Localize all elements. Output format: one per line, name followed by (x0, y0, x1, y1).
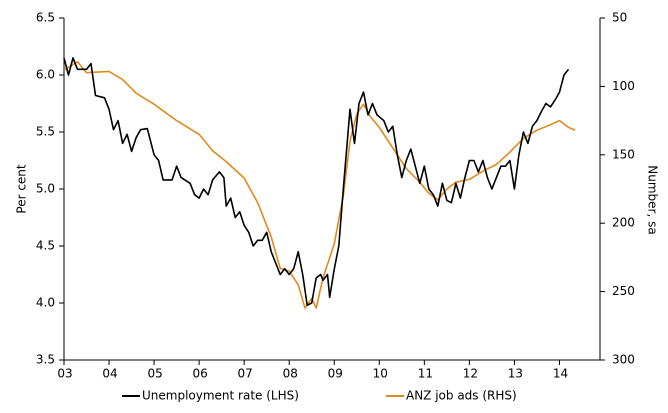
y-tick-label: 5.5 (36, 125, 55, 139)
x-tick-label: 06 (192, 367, 207, 381)
series-line (63, 57, 570, 307)
y-tick-label: 3.5 (36, 353, 55, 367)
y2-tick-label: 50 (612, 11, 627, 25)
legend-label: ANZ job ads (RHS) (406, 389, 517, 403)
x-tick-label: 11 (418, 367, 433, 381)
y-axis-label: Per cent (15, 164, 29, 214)
x-tick-label: 13 (508, 367, 523, 381)
x-tick-label: 03 (57, 367, 72, 381)
y-tick-label: 6.0 (36, 68, 55, 82)
y2-tick-label: 150 (612, 147, 635, 161)
x-tick-label: 04 (102, 367, 117, 381)
y-tick-label: 5.0 (36, 182, 55, 196)
x-tick-label: 05 (147, 367, 162, 381)
legend-label: Unemployment rate (LHS) (142, 389, 299, 403)
x-tick-label: 07 (238, 367, 253, 381)
x-tick-label: 14 (553, 367, 568, 381)
y2-tick-label: 250 (612, 284, 635, 298)
y-tick-label: 4.5 (36, 239, 55, 253)
x-tick-label: 08 (283, 367, 298, 381)
x-tick-label: 10 (373, 367, 388, 381)
y2-tick-label: 100 (612, 79, 635, 93)
y2-tick-label: 300 (612, 353, 635, 367)
x-tick-label: 12 (463, 367, 478, 381)
x-tick-label: 09 (328, 367, 343, 381)
y-tick-label: 4.0 (36, 296, 55, 310)
y2-tick-label: 200 (612, 216, 635, 230)
y-tick-label: 6.5 (36, 11, 55, 25)
y2-axis-label: Number, sa (646, 165, 660, 234)
series-line (63, 60, 576, 309)
